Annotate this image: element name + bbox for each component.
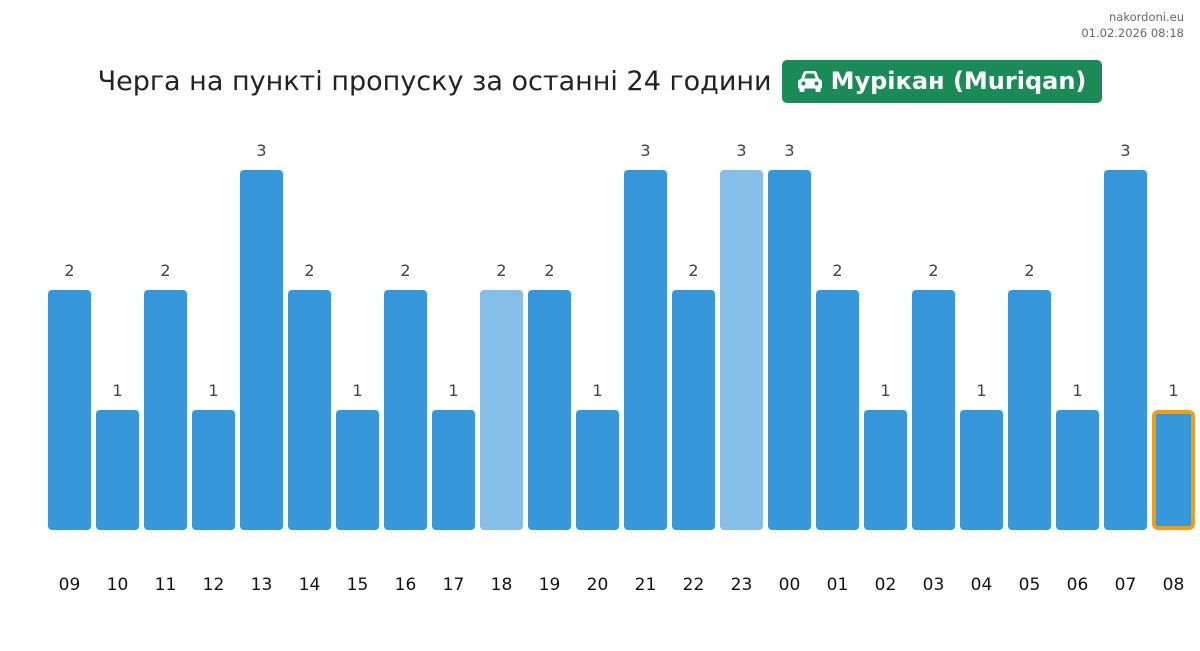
- x-tick-label-03: 03: [923, 575, 945, 595]
- x-tick-label-00: 00: [779, 575, 801, 595]
- value-label-18: 2: [496, 261, 506, 280]
- value-label-08: 1: [1168, 381, 1178, 400]
- x-tick-label-08: 08: [1163, 575, 1185, 595]
- x-tick-label-12: 12: [203, 575, 225, 595]
- value-label-06: 1: [1072, 381, 1082, 400]
- bar-18: [480, 290, 523, 530]
- x-tick-label-13: 13: [251, 575, 273, 595]
- x-tick-label-07: 07: [1115, 575, 1137, 595]
- x-tick-label-04: 04: [971, 575, 993, 595]
- bar-19: [528, 290, 571, 530]
- value-label-01: 2: [832, 261, 842, 280]
- value-label-09: 2: [64, 261, 74, 280]
- bar-05: [1008, 290, 1051, 530]
- chart-header: Черга на пункті пропуску за останні 24 г…: [0, 58, 1200, 104]
- value-label-03: 2: [928, 261, 938, 280]
- bar-23: [720, 170, 763, 530]
- site-name: nakordoni.eu: [1109, 10, 1184, 24]
- bar-21: [624, 170, 667, 530]
- value-label-14: 2: [304, 261, 314, 280]
- x-tick-label-09: 09: [59, 575, 81, 595]
- value-label-13: 3: [256, 141, 266, 160]
- value-label-17: 1: [448, 381, 458, 400]
- checkpoint-name: Мурікан (Muriqan): [830, 67, 1087, 95]
- bar-20: [576, 410, 619, 530]
- value-label-15: 1: [352, 381, 362, 400]
- x-tick-label-15: 15: [347, 575, 369, 595]
- x-tick-label-10: 10: [107, 575, 129, 595]
- bar-00: [768, 170, 811, 530]
- x-tick-label-05: 05: [1019, 575, 1041, 595]
- value-label-11: 2: [160, 261, 170, 280]
- bar-10: [96, 410, 139, 530]
- x-tick-label-17: 17: [443, 575, 465, 595]
- bar-14: [288, 290, 331, 530]
- x-tick-label-21: 21: [635, 575, 657, 595]
- value-label-23: 3: [736, 141, 746, 160]
- x-tick-label-19: 19: [539, 575, 561, 595]
- bar-04: [960, 410, 1003, 530]
- value-label-21: 3: [640, 141, 650, 160]
- bar-03: [912, 290, 955, 530]
- x-tick-label-16: 16: [395, 575, 417, 595]
- bar-22: [672, 290, 715, 530]
- value-label-07: 3: [1120, 141, 1130, 160]
- value-label-10: 1: [112, 381, 122, 400]
- bar-13: [240, 170, 283, 530]
- chart-title: Черга на пункті пропуску за останні 24 г…: [97, 65, 772, 97]
- x-tick-label-22: 22: [683, 575, 705, 595]
- bar-16: [384, 290, 427, 530]
- bar-08: [1152, 410, 1195, 530]
- car-icon: [797, 71, 822, 92]
- value-label-22: 2: [688, 261, 698, 280]
- value-label-19: 2: [544, 261, 554, 280]
- x-tick-label-20: 20: [587, 575, 609, 595]
- x-tick-label-18: 18: [491, 575, 513, 595]
- bar-07: [1104, 170, 1147, 530]
- x-tick-label-14: 14: [299, 575, 321, 595]
- timestamp: 01.02.2026 08:18: [1081, 26, 1184, 40]
- value-label-04: 1: [976, 381, 986, 400]
- bar-12: [192, 410, 235, 530]
- bar-17: [432, 410, 475, 530]
- x-tick-label-02: 02: [875, 575, 897, 595]
- bar-15: [336, 410, 379, 530]
- bar-01: [816, 290, 859, 530]
- bar-11: [144, 290, 187, 530]
- bar-09: [48, 290, 91, 530]
- value-label-05: 2: [1024, 261, 1034, 280]
- bar-06: [1056, 410, 1099, 530]
- x-tick-label-11: 11: [155, 575, 177, 595]
- bar-02: [864, 410, 907, 530]
- value-label-12: 1: [208, 381, 218, 400]
- site-info: nakordoni.eu 01.02.2026 08:18: [1081, 9, 1184, 41]
- x-tick-label-23: 23: [731, 575, 753, 595]
- checkpoint-badge: Мурікан (Muriqan): [781, 59, 1103, 103]
- x-tick-label-01: 01: [827, 575, 849, 595]
- x-tick-label-06: 06: [1067, 575, 1089, 595]
- value-label-16: 2: [400, 261, 410, 280]
- value-label-02: 1: [880, 381, 890, 400]
- value-label-00: 3: [784, 141, 794, 160]
- value-label-20: 1: [592, 381, 602, 400]
